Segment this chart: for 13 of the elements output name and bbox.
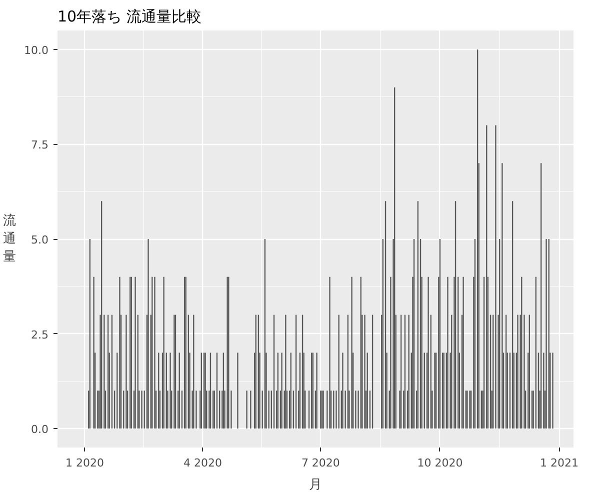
x-axis-title: 月 bbox=[309, 478, 322, 492]
y-axis-title: 流通量 bbox=[3, 212, 16, 264]
y-tick-label: 0.0 bbox=[31, 423, 49, 436]
x-tick-label: 7 2020 bbox=[301, 456, 340, 470]
y-tick-label: 2.5 bbox=[31, 328, 49, 342]
x-tick-label: 1 2021 bbox=[540, 456, 578, 470]
chart-title: 10年落ち 流通量比較 bbox=[58, 8, 202, 26]
x-tick-label: 10 2020 bbox=[417, 456, 463, 470]
x-tick-label: 4 2020 bbox=[183, 456, 222, 470]
y-tick-label: 7.5 bbox=[31, 138, 49, 152]
y-tick-label: 5.0 bbox=[31, 234, 49, 246]
x-tick-label: 1 2020 bbox=[65, 456, 104, 470]
y-tick-label: 10.0 bbox=[24, 44, 49, 57]
